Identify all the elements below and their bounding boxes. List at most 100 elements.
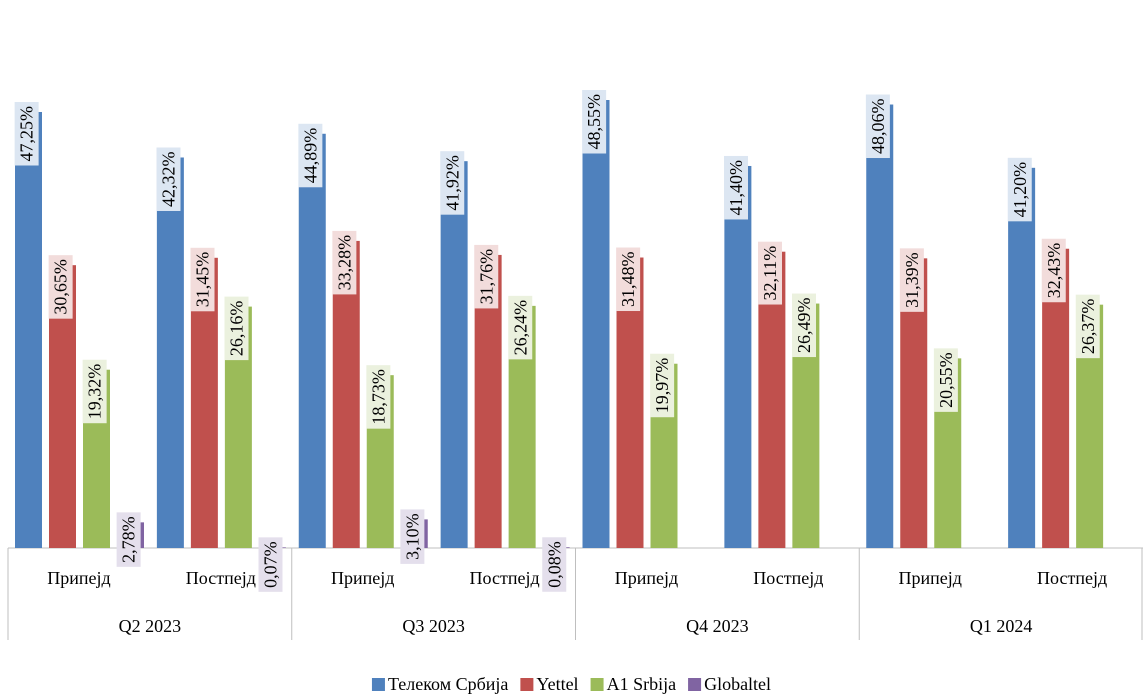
data-label-bg bbox=[1075, 294, 1100, 359]
data-label-text: 20,55% bbox=[936, 352, 956, 408]
data-label-bg bbox=[474, 244, 499, 309]
data-label: 19,97% bbox=[650, 353, 675, 418]
legend-label: A1 Srbija bbox=[607, 674, 677, 694]
data-label-bg bbox=[190, 247, 215, 312]
legend-swatch bbox=[520, 678, 534, 691]
data-label: 31,45% bbox=[190, 247, 215, 312]
data-label-bg bbox=[14, 101, 39, 166]
data-label-bg bbox=[724, 155, 748, 220]
x-tick-label: Постпејд bbox=[470, 568, 540, 588]
data-label-bg bbox=[400, 509, 425, 564]
data-label-text: 3,10% bbox=[402, 513, 422, 560]
bar bbox=[724, 165, 752, 548]
bar bbox=[156, 157, 184, 548]
data-label-bg bbox=[332, 230, 357, 295]
data-label-text: 41,20% bbox=[1010, 162, 1030, 218]
data-label-bg bbox=[616, 247, 641, 312]
data-label-bg bbox=[758, 241, 782, 305]
group-label: Q3 2023 bbox=[402, 616, 465, 636]
data-label: 47,25% bbox=[14, 101, 39, 166]
x-tick-label: Постпејд bbox=[1037, 568, 1107, 588]
data-label: 48,55% bbox=[582, 90, 607, 154]
data-label-bg bbox=[48, 255, 73, 319]
bar bbox=[866, 104, 894, 549]
data-label: 31,48% bbox=[616, 247, 641, 312]
data-label-bg bbox=[82, 359, 107, 424]
bar bbox=[440, 161, 468, 548]
data-label: 26,24% bbox=[508, 295, 533, 360]
bar bbox=[1008, 167, 1036, 548]
group-label: Q4 2023 bbox=[686, 616, 749, 636]
data-label-text: 31,48% bbox=[618, 252, 638, 308]
data-label-text: 41,40% bbox=[726, 160, 746, 216]
data-label-text: 32,11% bbox=[760, 246, 780, 301]
data-label: 32,43% bbox=[1041, 238, 1066, 303]
data-label-bg bbox=[224, 296, 249, 361]
data-label-text: 26,37% bbox=[1078, 299, 1098, 355]
x-tick-label: Припејд bbox=[331, 568, 394, 588]
x-tick-label: Припејд bbox=[898, 568, 961, 588]
group-label: Q2 2023 bbox=[119, 616, 182, 636]
data-label-bg bbox=[582, 90, 607, 154]
data-label-text: 2,78% bbox=[119, 516, 139, 563]
bar bbox=[582, 100, 610, 548]
legend-swatch bbox=[688, 678, 702, 691]
data-label-bg bbox=[933, 348, 958, 412]
data-label: 26,16% bbox=[224, 296, 249, 361]
bar bbox=[15, 111, 42, 548]
data-label-text: 32,43% bbox=[1044, 243, 1064, 298]
data-label-text: 41,92% bbox=[442, 155, 462, 211]
x-tick-label: Припејд bbox=[615, 568, 678, 588]
data-label: 33,28% bbox=[332, 230, 357, 295]
data-label-text: 26,49% bbox=[794, 298, 814, 354]
data-label-bg bbox=[865, 94, 890, 159]
data-label: 0,08% bbox=[542, 537, 567, 592]
data-label-text: 26,24% bbox=[510, 300, 530, 356]
data-label-text: 0,08% bbox=[544, 541, 564, 588]
data-label-bg bbox=[366, 365, 391, 429]
group-label: Q1 2024 bbox=[970, 616, 1033, 636]
data-label-bg bbox=[508, 295, 533, 360]
data-label-bg bbox=[1041, 238, 1066, 303]
data-label: 26,37% bbox=[1075, 294, 1100, 359]
data-label: 44,89% bbox=[298, 123, 323, 188]
data-label-text: 30,65% bbox=[51, 259, 71, 315]
data-label: 41,20% bbox=[1007, 157, 1032, 222]
data-label: 41,92% bbox=[440, 151, 465, 215]
data-label-bg bbox=[542, 537, 567, 592]
data-label-text: 44,89% bbox=[300, 128, 320, 183]
data-label-bg bbox=[258, 537, 283, 592]
data-label-bg bbox=[1007, 157, 1032, 222]
data-label: 3,10% bbox=[400, 509, 425, 564]
data-label-bg bbox=[792, 293, 816, 358]
data-label: 30,65% bbox=[48, 255, 73, 319]
legend-label: Телеком Србија bbox=[388, 674, 508, 694]
data-label-text: 48,06% bbox=[868, 99, 888, 154]
data-label-text: 26,16% bbox=[227, 301, 247, 357]
legend-swatch bbox=[590, 678, 604, 691]
data-label-text: 48,55% bbox=[584, 94, 604, 150]
data-label: 32,11% bbox=[758, 241, 782, 305]
data-label: 20,55% bbox=[933, 348, 958, 412]
data-label-bg bbox=[899, 248, 924, 312]
legend-label: Globaltel bbox=[704, 674, 771, 694]
data-label: 31,76% bbox=[474, 244, 499, 309]
data-label: 31,39% bbox=[899, 248, 924, 312]
data-label-text: 0,07% bbox=[261, 541, 281, 588]
legend: Телеком Србија Yettel A1 Srbija Globaltel bbox=[371, 674, 771, 694]
data-label: 18,73% bbox=[366, 365, 391, 429]
data-label-bg bbox=[116, 512, 141, 567]
data-label: 48,06% bbox=[865, 94, 890, 159]
data-label: 41,40% bbox=[724, 155, 748, 220]
x-tick-label: Постпејд bbox=[186, 568, 256, 588]
data-label-text: 31,45% bbox=[193, 252, 213, 308]
bar bbox=[298, 133, 326, 548]
data-label-text: 31,76% bbox=[476, 249, 496, 304]
x-tick-label: Припејд bbox=[47, 568, 110, 588]
data-label-text: 33,28% bbox=[334, 235, 354, 291]
data-label-text: 19,97% bbox=[652, 358, 672, 414]
data-label: 26,49% bbox=[792, 293, 816, 358]
data-label-bg bbox=[156, 147, 181, 211]
data-label: 42,32% bbox=[156, 147, 181, 211]
